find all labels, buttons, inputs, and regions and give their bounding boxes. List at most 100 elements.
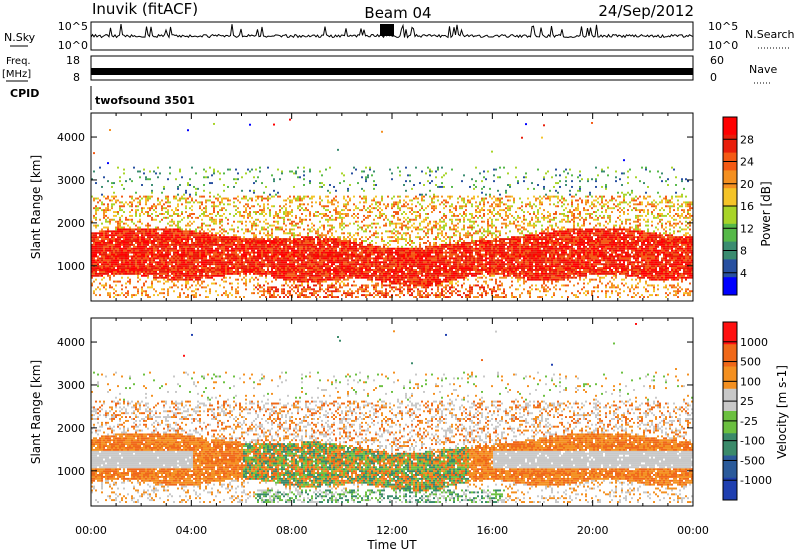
range-gate-cell: [175, 255, 177, 258]
range-gate-cell: [203, 176, 205, 179]
range-gate-cell: [263, 255, 265, 258]
range-gate-cell: [369, 224, 371, 227]
range-gate-cell: [225, 216, 227, 219]
range-gate-cell: [143, 230, 145, 233]
range-gate-cell: [241, 269, 243, 271]
range-gate-cell: [293, 259, 295, 262]
range-gate-cell: [207, 241, 209, 244]
range-gate-cell: [185, 296, 187, 298]
range-gate-cell: [179, 234, 181, 237]
range-gate-cell: [313, 267, 315, 270]
range-gate-cell: [131, 267, 133, 270]
range-gate-cell: [311, 267, 313, 270]
range-gate-cell: [311, 276, 313, 279]
range-gate-cell: [313, 259, 315, 262]
range-gate-cell: [117, 272, 119, 275]
range-gate-cell: [357, 253, 359, 256]
range-gate-cell: [223, 263, 225, 266]
range-gate-cell: [155, 226, 157, 229]
range-gate-cell: [329, 267, 331, 270]
range-gate-cell: [181, 261, 183, 264]
range-gate-cell: [153, 272, 155, 275]
range-gate-cell: [195, 257, 197, 260]
range-gate-cell: [213, 220, 215, 223]
range-gate-cell: [287, 257, 289, 260]
station-title: Inuvik (fitACF): [92, 0, 198, 18]
range-gate-cell: [369, 236, 371, 239]
range-gate-cell: [311, 263, 313, 266]
range-gate-cell: [301, 222, 303, 225]
range-gate-cell: [173, 282, 175, 285]
range-gate-cell: [389, 290, 391, 293]
range-gate-cell: [161, 288, 163, 291]
range-gate-cell: [183, 249, 185, 252]
range-gate-cell: [153, 261, 155, 264]
range-gate-cell: [249, 259, 251, 262]
range-gate-cell: [383, 278, 385, 281]
range-gate-cell: [271, 257, 273, 260]
range-gate-cell: [197, 255, 199, 258]
range-gate-cell: [365, 197, 367, 200]
range-gate-cell: [139, 241, 141, 244]
range-gate-cell: [141, 245, 143, 248]
range-gate-cell: [287, 274, 289, 277]
range-gate-cell: [101, 238, 103, 241]
range-gate-cell: [217, 267, 219, 270]
range-gate-cell: [91, 276, 93, 279]
range-gate-cell: [195, 232, 197, 235]
range-gate-cell: [205, 170, 207, 173]
range-gate-cell: [379, 261, 381, 264]
range-gate-cell: [179, 247, 181, 250]
range-gate-cell: [155, 228, 157, 231]
range-gate-cell: [169, 259, 171, 262]
range-gate-cell: [197, 265, 199, 268]
range-gate-cell: [319, 296, 321, 298]
range-gate-cell: [269, 249, 271, 252]
range-gate-cell: [261, 197, 263, 200]
freq-tick-top: 18: [66, 54, 80, 67]
range-gate-cell: [115, 257, 117, 260]
range-gate-cell: [365, 247, 367, 250]
range-gate-cell: [151, 195, 153, 198]
range-gate-cell: [165, 263, 167, 266]
range-gate-cell: [91, 282, 93, 285]
range-gate-cell: [127, 261, 129, 264]
range-gate-cell: [171, 209, 173, 212]
range-gate-cell: [247, 253, 249, 256]
range-gate-cell: [225, 249, 227, 252]
range-gate-cell: [177, 230, 179, 233]
range-gate-cell: [253, 205, 255, 208]
range-gate-cell: [321, 251, 323, 254]
range-gate-cell: [193, 213, 195, 215]
range-gate-cell: [179, 261, 181, 264]
range-gate-cell: [159, 234, 161, 237]
range-gate-cell: [375, 269, 377, 271]
range-gate-cell: [345, 267, 347, 270]
range-gate-cell: [301, 197, 303, 200]
range-gate-cell: [373, 270, 375, 273]
range-gate-cell: [329, 269, 331, 271]
range-gate-cell: [109, 267, 111, 270]
range-gate-cell: [237, 172, 239, 175]
range-gate-cell: [101, 267, 103, 270]
range-gate-cell: [113, 255, 115, 258]
range-gate-cell: [231, 286, 233, 289]
range-gate-cell: [261, 261, 263, 264]
range-gate-cell: [323, 205, 325, 208]
range-gate-cell: [111, 203, 113, 206]
range-gate-cell: [91, 195, 93, 198]
range-gate-cell: [119, 209, 121, 212]
range-gate-cell: [333, 267, 335, 270]
range-gate-cell: [145, 195, 147, 198]
range-gate-cell: [169, 238, 171, 241]
range-gate-cell: [333, 185, 335, 188]
range-gate-cell: [105, 211, 107, 214]
nsearch-tick-top: 10^5: [708, 20, 738, 33]
range-gate-cell: [263, 191, 265, 194]
range-gate-cell: [347, 269, 349, 271]
range-gate-cell: [299, 245, 301, 248]
range-gate-cell: [243, 238, 245, 241]
range-gate-cell: [341, 261, 343, 264]
range-gate-cell: [305, 290, 307, 293]
range-gate-cell: [237, 211, 239, 214]
